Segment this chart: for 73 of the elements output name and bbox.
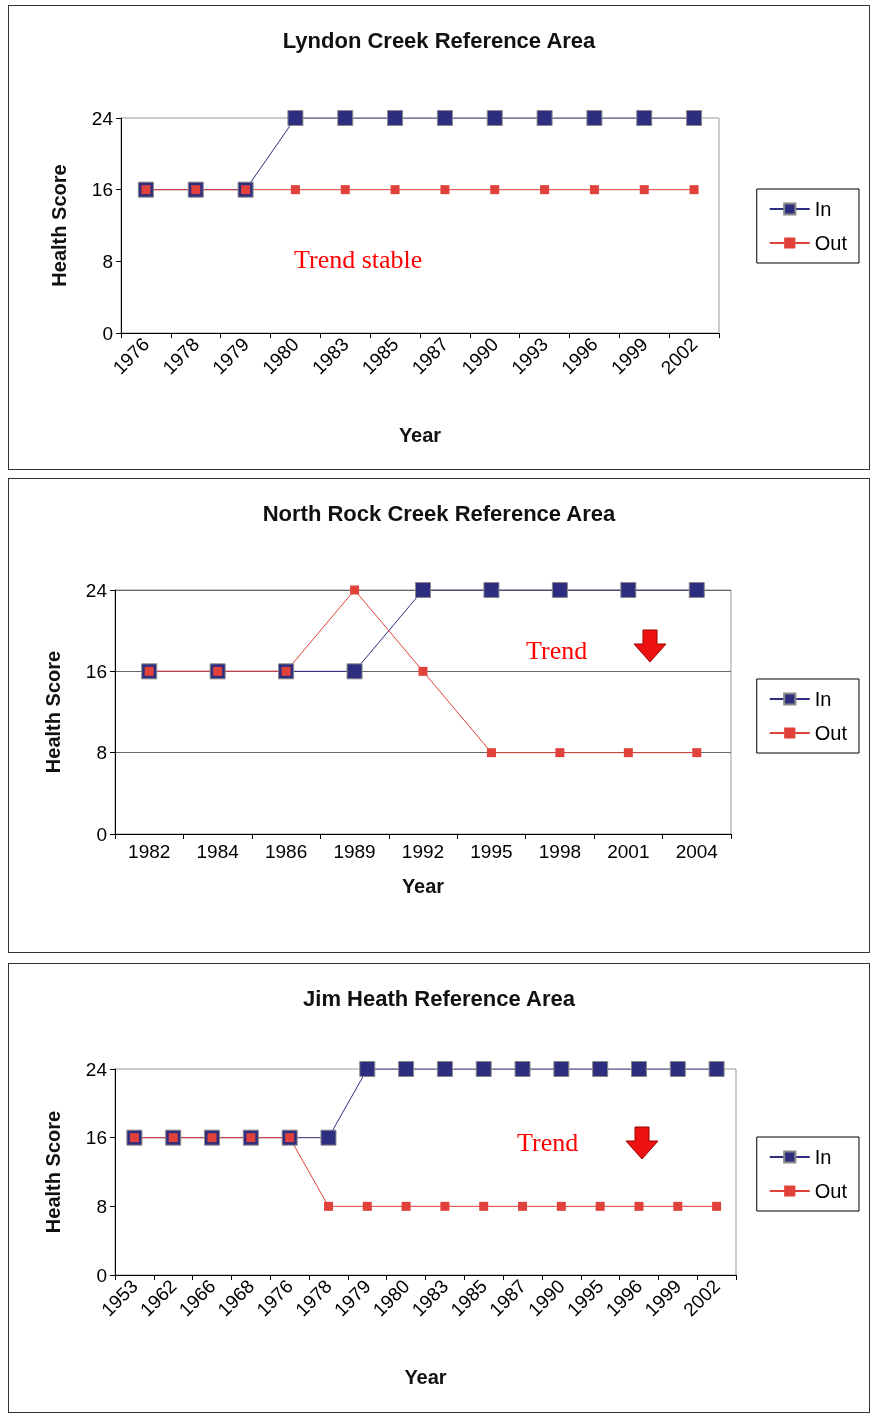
point [350, 585, 360, 595]
x-tick-label: 1989 [333, 841, 376, 862]
point [320, 1129, 337, 1146]
point [630, 1061, 647, 1077]
x-tick-label: 1986 [264, 841, 308, 862]
annotation: Trend [517, 1127, 579, 1157]
point [556, 1201, 566, 1211]
legend-label: Out [814, 1180, 848, 1202]
legend-label: In [814, 198, 832, 220]
y-axis-title: Health Score [42, 1110, 64, 1234]
point [688, 582, 705, 598]
y-tick-label: 16 [85, 660, 107, 682]
point [551, 582, 568, 598]
point [479, 1201, 489, 1211]
point [634, 1201, 644, 1211]
point [483, 582, 500, 598]
point [692, 748, 702, 758]
point [669, 1061, 686, 1077]
x-axis-title: Year [398, 424, 442, 446]
point [708, 1061, 725, 1077]
point [398, 1061, 415, 1077]
point [440, 1201, 450, 1211]
point [436, 1061, 453, 1077]
y-tick-label: 24 [85, 1058, 108, 1080]
y-tick-label: 0 [96, 823, 107, 845]
chart-title: Jim Heath Reference Area [303, 985, 576, 1011]
x-tick-label: 2001 [607, 841, 650, 862]
x-tick-label: 1998 [538, 841, 582, 862]
point [514, 1061, 531, 1077]
x-tick-label: 1982 [128, 841, 171, 862]
point [623, 748, 633, 758]
annotation: Trend [526, 635, 588, 665]
x-tick-label: 1992 [401, 841, 445, 862]
legend-label: In [814, 1146, 832, 1168]
legend-label: In [814, 688, 832, 710]
x-tick-label: 1995 [470, 841, 513, 862]
legend-label: Out [814, 722, 848, 744]
y-tick-label: 8 [102, 250, 113, 272]
y-tick-label: 0 [102, 322, 113, 344]
point [359, 1061, 376, 1077]
point [592, 1061, 609, 1077]
point [346, 663, 363, 680]
legend-label: Out [814, 232, 848, 254]
point [415, 582, 431, 598]
point [475, 1061, 492, 1077]
point [486, 748, 496, 758]
y-tick-label: 8 [96, 1195, 107, 1217]
chart-title: North Rock Creek Reference Area [262, 500, 617, 526]
y-tick-label: 8 [96, 742, 107, 764]
chart-title: Lyndon Creek Reference Area [282, 27, 597, 53]
x-tick-label: 2004 [675, 841, 719, 862]
x-axis-title: Year [401, 875, 445, 897]
y-tick-label: 16 [91, 179, 113, 201]
point [673, 1201, 683, 1211]
annotation: Trend stable [294, 244, 423, 274]
y-axis-title: Health Score [42, 650, 64, 774]
y-tick-label: 24 [91, 107, 114, 129]
point [418, 666, 428, 676]
point [555, 748, 565, 758]
point [362, 1201, 372, 1211]
point [401, 1201, 411, 1211]
point [712, 1201, 722, 1211]
point [620, 582, 637, 598]
point [553, 1061, 570, 1077]
y-axis-title: Health Score [48, 164, 70, 287]
point [595, 1201, 605, 1211]
point [518, 1201, 528, 1211]
x-tick-label: 1984 [196, 841, 240, 862]
y-tick-label: 0 [96, 1264, 107, 1286]
y-tick-label: 16 [85, 1127, 107, 1149]
y-tick-label: 24 [85, 579, 108, 601]
point [323, 1201, 333, 1211]
x-axis-title: Year [404, 1366, 447, 1388]
